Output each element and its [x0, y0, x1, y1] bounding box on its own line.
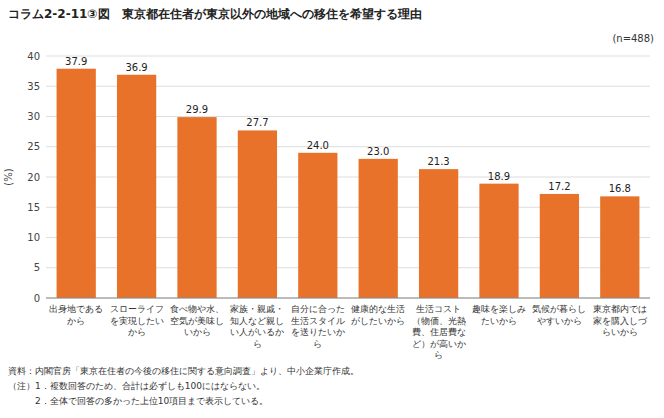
bar: [419, 169, 458, 298]
y-tick-label: 35: [27, 81, 40, 92]
chart: コラム2-2-11③図 東京都在住者が東京以外の地域への移住を希望する理由 0 5 1…: [0, 0, 664, 418]
footnote: （注）1．複数回答のため、合計は必ずしも100にはならない。: [8, 381, 265, 391]
bar: [479, 184, 518, 298]
data-label: 17.2: [548, 181, 570, 192]
y-tick-label: 15: [27, 202, 40, 213]
data-label: 23.0: [367, 146, 389, 157]
x-tick-label: 気候が暮らしやすいから: [532, 304, 586, 326]
y-tick-label: 0: [34, 293, 40, 304]
grid-line: [46, 298, 650, 299]
bar: [359, 159, 398, 298]
bar: [540, 194, 579, 298]
x-tick-label: 家族・親戚・知人など親しい人がいるから: [230, 304, 284, 349]
bar: [177, 117, 216, 298]
bar: [298, 153, 337, 298]
y-tick-label: 30: [27, 111, 40, 122]
x-tick-label: 生活コスト（物価、光熱費、住居費など）が高いから: [412, 304, 466, 360]
data-label: 18.9: [488, 171, 510, 182]
x-tick-label: スローライフを実現したいから: [110, 304, 164, 337]
data-label: 16.8: [609, 183, 631, 194]
x-tick-label: 東京都内では家を購入しづらいから: [593, 304, 648, 337]
background: [0, 0, 664, 418]
y-tick-label: 20: [27, 172, 40, 183]
data-label: 37.9: [65, 56, 87, 67]
bar: [117, 75, 156, 298]
data-label: 29.9: [186, 104, 208, 115]
x-tick-label: 自分に合った生活スタイルを送りたいから: [291, 304, 345, 349]
bar: [57, 69, 96, 298]
bar: [600, 196, 639, 298]
y-tick-label: 40: [27, 51, 40, 62]
data-label: 24.0: [307, 140, 329, 151]
grid: [46, 56, 650, 298]
data-label: 27.7: [246, 117, 268, 128]
y-axis-label: (%): [3, 168, 14, 185]
x-tick-label: 健康的な生活がしたいから: [351, 304, 405, 326]
sample-size-note: (n=488): [612, 33, 654, 44]
bar: [238, 130, 277, 298]
y-tick-label: 10: [27, 232, 40, 243]
footnote: 2．全体で回答の多かった上位10項目まで表示している。: [8, 396, 268, 406]
y-tick-label: 5: [34, 262, 40, 273]
bars: [57, 69, 640, 298]
x-axis-line: [46, 298, 650, 299]
x-tick-label: 食べ物や水、空気が美味しいから: [170, 304, 224, 337]
title: コラム2-2-11③図 東京都在住者が東京以外の地域への移住を希望する理由: [8, 7, 422, 21]
x-tick-label: 趣味を楽しみたいから: [472, 304, 526, 326]
data-label: 21.3: [427, 156, 449, 167]
data-label: 36.9: [125, 62, 147, 73]
y-tick-label: 25: [27, 141, 40, 152]
footnote: 資料：内閣官房「東京在住者の今後の移住に関する意向調査」より、中小企業庁作成。: [8, 366, 359, 376]
grid-line: [46, 56, 650, 57]
x-tick-label: 出身地であるから: [49, 304, 103, 326]
